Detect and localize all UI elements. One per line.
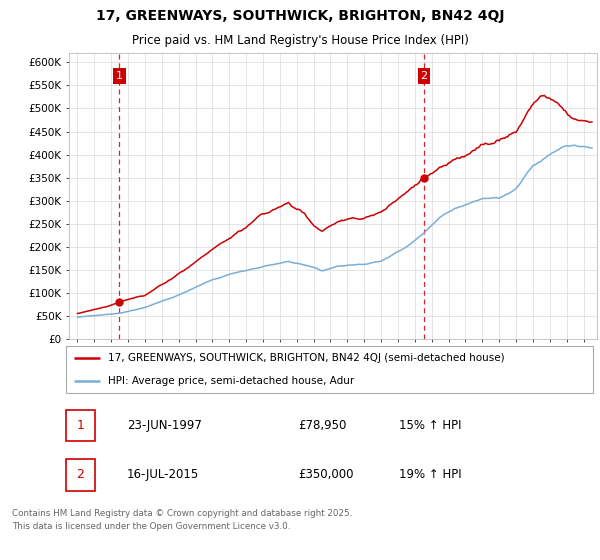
Text: 2: 2 [421, 71, 427, 81]
Text: 2: 2 [76, 469, 84, 482]
Text: Contains HM Land Registry data © Crown copyright and database right 2025.
This d: Contains HM Land Registry data © Crown c… [12, 510, 352, 531]
Text: HPI: Average price, semi-detached house, Adur: HPI: Average price, semi-detached house,… [109, 376, 355, 386]
Text: £78,950: £78,950 [298, 419, 346, 432]
Text: 1: 1 [116, 71, 123, 81]
Text: £350,000: £350,000 [298, 469, 353, 482]
FancyBboxPatch shape [65, 410, 95, 441]
Text: 23-JUN-1997: 23-JUN-1997 [127, 419, 202, 432]
Text: 19% ↑ HPI: 19% ↑ HPI [400, 469, 462, 482]
Text: Price paid vs. HM Land Registry's House Price Index (HPI): Price paid vs. HM Land Registry's House … [131, 34, 469, 47]
Text: 15% ↑ HPI: 15% ↑ HPI [400, 419, 462, 432]
Text: 1: 1 [76, 419, 84, 432]
Text: 17, GREENWAYS, SOUTHWICK, BRIGHTON, BN42 4QJ (semi-detached house): 17, GREENWAYS, SOUTHWICK, BRIGHTON, BN42… [109, 353, 505, 363]
Text: 17, GREENWAYS, SOUTHWICK, BRIGHTON, BN42 4QJ: 17, GREENWAYS, SOUTHWICK, BRIGHTON, BN42… [96, 8, 504, 22]
FancyBboxPatch shape [65, 347, 593, 393]
Text: 16-JUL-2015: 16-JUL-2015 [127, 469, 199, 482]
FancyBboxPatch shape [65, 459, 95, 491]
